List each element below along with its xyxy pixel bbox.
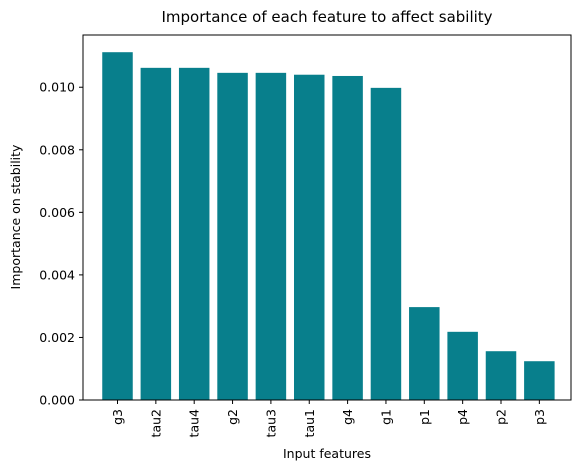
x-tick-label: p4 bbox=[455, 409, 470, 425]
x-tick-label: g3 bbox=[110, 409, 125, 425]
y-tick-label: 0.008 bbox=[39, 142, 75, 157]
bar-g2 bbox=[217, 72, 248, 400]
x-axis-ticks: g3 tau2 tau4 g2 tau3 tau1 g4 g1 p1 p4 p2 p3 bbox=[110, 400, 547, 437]
bar-p1 bbox=[409, 307, 440, 400]
bars-group bbox=[102, 52, 555, 401]
bar-g3 bbox=[102, 52, 133, 400]
x-tick-label: p2 bbox=[494, 409, 509, 425]
y-tick-label: 0.004 bbox=[39, 267, 75, 282]
bar-p3 bbox=[524, 361, 555, 400]
x-tick-label: g1 bbox=[378, 409, 393, 425]
x-tick-label: p1 bbox=[417, 409, 432, 425]
bar-tau2 bbox=[140, 67, 172, 401]
bar-tau4 bbox=[178, 67, 210, 401]
plot-frame bbox=[82, 34, 572, 401]
bar-p4 bbox=[447, 331, 478, 400]
y-tick-label: 0.010 bbox=[39, 80, 75, 95]
x-tick-label: tau3 bbox=[263, 409, 278, 437]
x-tick-label: g4 bbox=[340, 409, 355, 425]
bar-tau1 bbox=[294, 74, 325, 401]
y-tick-label: 0.006 bbox=[39, 205, 75, 220]
y-tick-label: 0.000 bbox=[39, 393, 75, 408]
bar-g1 bbox=[370, 87, 402, 400]
bar-tau3 bbox=[255, 72, 287, 400]
y-tick-label: 0.002 bbox=[39, 330, 75, 345]
bar-g4 bbox=[332, 75, 363, 400]
x-tick-label: tau2 bbox=[148, 409, 163, 437]
x-axis-label: Input features bbox=[283, 446, 371, 461]
bar-p2 bbox=[485, 351, 517, 400]
x-tick-label: g2 bbox=[225, 409, 240, 425]
y-axis-ticks: 0.000 0.002 0.004 0.006 0.008 0.010 bbox=[39, 80, 83, 408]
x-tick-label: p3 bbox=[532, 409, 547, 425]
chart-title: Importance of each feature to affect sab… bbox=[161, 8, 492, 26]
y-axis-label: Importance on stability bbox=[8, 144, 23, 289]
x-tick-label: tau1 bbox=[302, 409, 317, 437]
x-tick-label: tau4 bbox=[187, 409, 202, 437]
